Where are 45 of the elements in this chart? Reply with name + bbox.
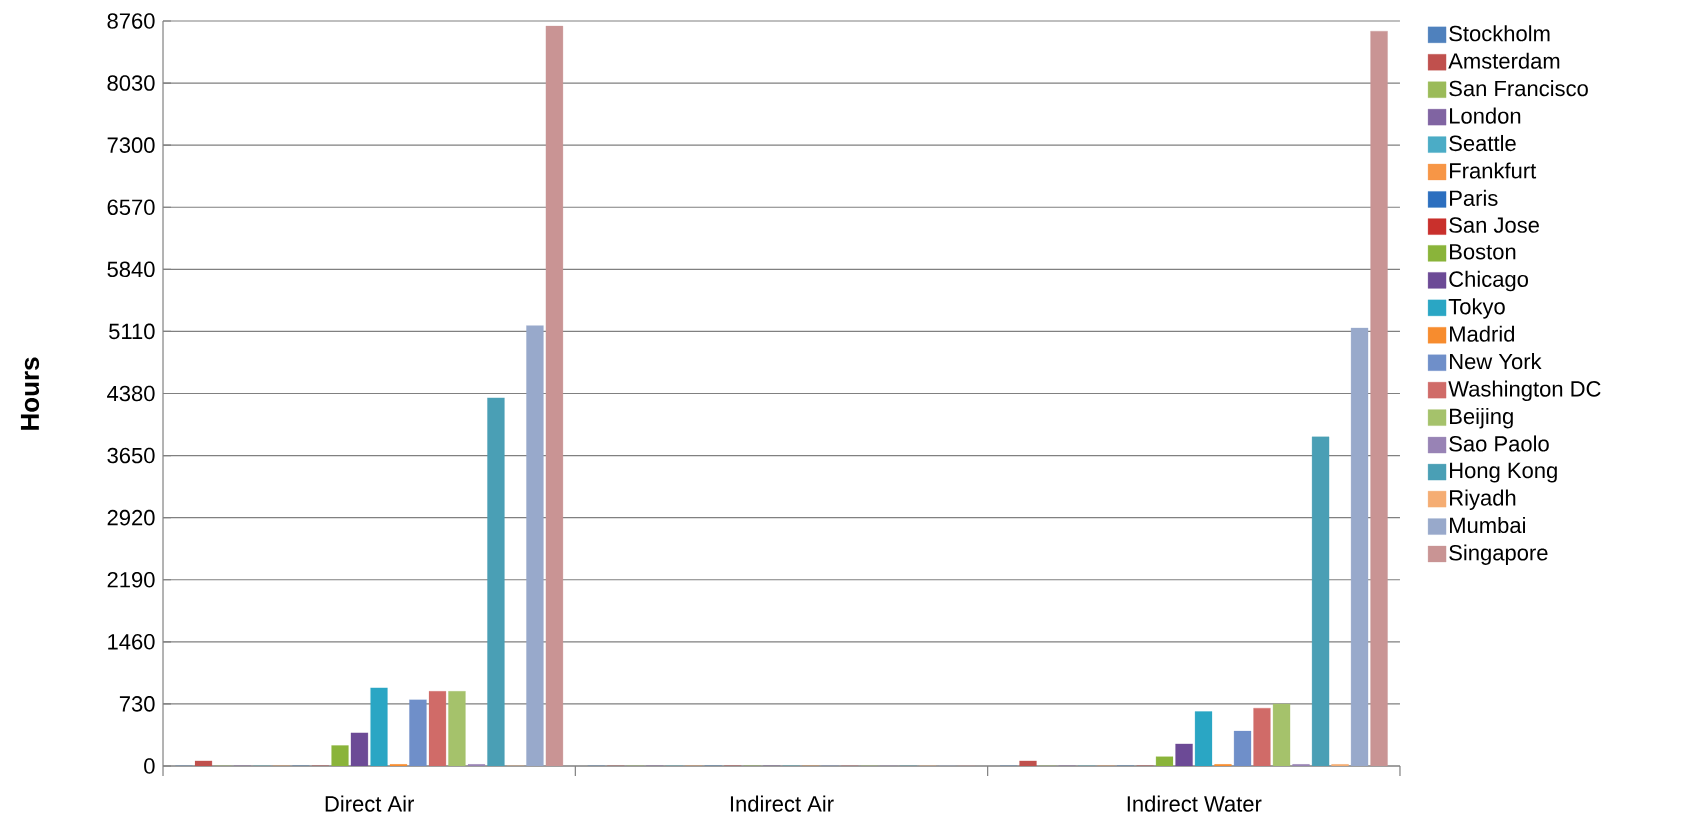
y-tick-label: 4380: [107, 385, 155, 402]
x-tick-label: Indirect Air: [730, 795, 834, 812]
legend-label: Hong Kong: [1450, 462, 1557, 483]
legend-label: Paris: [1450, 189, 1498, 207]
legend-label: New York: [1450, 353, 1542, 370]
legend-label: Boston: [1450, 244, 1516, 260]
y-tick-label: 1460: [108, 634, 155, 650]
y-tick-label: 730: [119, 696, 155, 712]
y-tick-label: 8030: [107, 75, 155, 91]
legend-label: Mumbai: [1450, 516, 1525, 534]
legend-label: Tokyo: [1448, 298, 1505, 319]
y-axis-title: Hours: [20, 357, 40, 430]
bar: [1272, 703, 1291, 766]
bar: [448, 691, 466, 766]
legend-label: Sao Paolo: [1449, 435, 1549, 452]
legend-label: Amsterdam: [1448, 52, 1560, 69]
x-tick-label: Indirect Water: [1127, 795, 1262, 812]
y-tick-label: 2190: [107, 571, 155, 588]
y-tick-label: 5840: [107, 261, 155, 278]
x-tick-label: Direct Air: [325, 795, 415, 812]
legend-label: Singapore: [1449, 544, 1548, 565]
y-tick-label: 5110: [109, 323, 155, 340]
legend-label: London: [1450, 107, 1521, 124]
bar: [331, 745, 349, 766]
y-tick-label: 8760: [107, 13, 155, 29]
legend-label: San Jose: [1449, 217, 1539, 233]
y-tick-label: 3650: [107, 447, 155, 464]
bar: [1253, 708, 1271, 766]
y-tick-label: 0: [144, 758, 155, 774]
legend-label: San Francisco: [1449, 80, 1588, 97]
legend-label: Stockholm: [1449, 25, 1550, 42]
legend-label: Beijing: [1450, 407, 1513, 429]
legend-label: Seattle: [1449, 134, 1516, 152]
legend-label: Chicago: [1449, 270, 1528, 292]
y-tick-label: 7300: [107, 137, 155, 153]
bar: [428, 691, 447, 766]
legend-label: Frankfurt: [1450, 162, 1537, 179]
bar: [1155, 756, 1174, 766]
bar: [487, 397, 505, 766]
bar: [1311, 436, 1330, 766]
y-tick-label: 2920: [107, 509, 155, 526]
legend-label: Riyadh: [1450, 489, 1516, 511]
legend-label: Madrid: [1450, 325, 1515, 342]
y-tick-label: 6570: [107, 199, 155, 216]
legend-label: Washington DC: [1448, 380, 1601, 402]
